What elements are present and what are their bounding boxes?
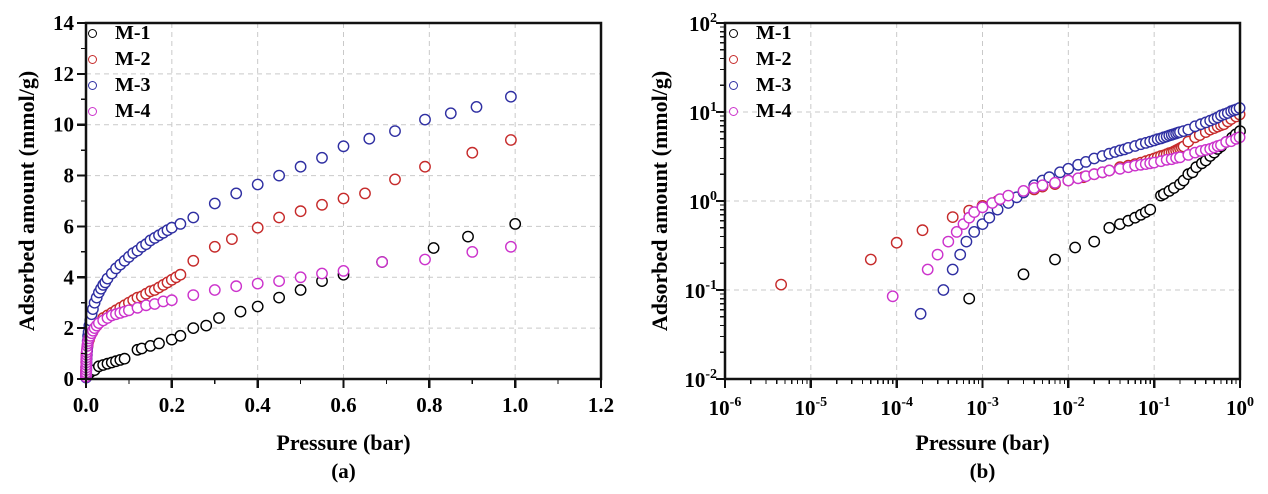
chart-a-series-M-3 (80, 90, 517, 384)
legend-label: M-3 (115, 74, 151, 96)
open-circle-marker-icon (729, 29, 738, 38)
legend-item-m1: M-1 (88, 21, 151, 46)
svg-text:10-4: 10-4 (880, 395, 913, 420)
chart-b-x-axis-title: Pressure (bar) (915, 430, 1050, 455)
svg-text:4: 4 (64, 265, 75, 289)
axis-ticks (716, 21, 1242, 388)
svg-text:14: 14 (53, 11, 75, 35)
legend-item-m3: M-3 (88, 73, 151, 98)
chart-b-y-axis-title: Adsorbed amount (mmol/g) (647, 70, 672, 332)
chart-b-legend: M-1 M-2 M-3 M-4 (729, 21, 792, 124)
legend-item-m3: M-3 (729, 73, 792, 98)
legend-label: M-1 (115, 22, 151, 44)
tick-labels: 0.0 0.2 0.4 0.6 0.8 1.0 1.2 0 2 4 6 8 10 12 14 (53, 11, 614, 417)
svg-text:8: 8 (64, 164, 75, 188)
chart-a-series-M-4 (80, 240, 517, 383)
legend-label: M-4 (115, 100, 151, 122)
legend-item-m4: M-4 (729, 99, 792, 124)
svg-text:1.0: 1.0 (502, 393, 528, 417)
chart-a-x-axis-title: Pressure (bar) (276, 430, 411, 455)
svg-text:0.0: 0.0 (73, 393, 99, 417)
open-circle-marker-icon (729, 107, 738, 116)
chart-b-series-M-3 (914, 102, 1246, 320)
svg-text:10-3: 10-3 (966, 395, 999, 420)
svg-text:10-2: 10-2 (1052, 395, 1085, 420)
svg-text:0.2: 0.2 (159, 393, 185, 417)
open-circle-marker-icon (88, 55, 97, 64)
svg-text:0.6: 0.6 (330, 393, 356, 417)
open-circle-marker-icon (88, 107, 97, 116)
legend-item-m4: M-4 (88, 99, 151, 124)
legend-label: M-3 (756, 74, 792, 96)
chart-a-caption: (a) (331, 459, 356, 483)
svg-text:101: 101 (689, 100, 717, 125)
open-circle-marker-icon (88, 81, 97, 90)
open-circle-marker-icon (729, 81, 738, 90)
svg-text:1.2: 1.2 (588, 393, 614, 417)
gridlines (725, 23, 1240, 379)
svg-text:0.4: 0.4 (245, 393, 272, 417)
svg-text:10-1: 10-1 (684, 278, 717, 303)
chart-a: 0.0 0.2 0.4 0.6 0.8 1.0 1.2 0 2 4 6 8 10 12 14 (53, 11, 614, 417)
open-circle-marker-icon (729, 55, 738, 64)
svg-text:2: 2 (64, 316, 75, 340)
legend-item-m2: M-2 (88, 47, 151, 72)
svg-text:10-1: 10-1 (1138, 395, 1171, 420)
svg-text:10-2: 10-2 (684, 367, 717, 392)
legend-item-m1: M-1 (729, 21, 792, 46)
svg-text:12: 12 (53, 62, 74, 86)
legend-label: M-2 (115, 48, 151, 70)
legend-label: M-2 (756, 48, 792, 70)
svg-text:100: 100 (689, 189, 717, 214)
svg-text:0: 0 (64, 367, 75, 391)
legend-item-m2: M-2 (729, 47, 792, 72)
chart-b-caption: (b) (969, 459, 996, 483)
svg-text:100: 100 (1226, 395, 1254, 420)
svg-text:102: 102 (689, 11, 717, 36)
axis-ticks (77, 21, 603, 388)
svg-text:10-5: 10-5 (794, 395, 827, 420)
chart-a-legend: M-1 M-2 M-3 M-4 (88, 21, 151, 124)
legend-label: M-4 (756, 100, 792, 122)
svg-text:10-6: 10-6 (709, 395, 742, 420)
open-circle-marker-icon (88, 29, 97, 38)
svg-text:10: 10 (53, 113, 74, 137)
legend-label: M-1 (756, 22, 792, 44)
chart-a-y-axis-title: Adsorbed amount (mmol/g) (14, 70, 39, 332)
svg-text:0.8: 0.8 (416, 393, 442, 417)
chart-b-series-M-4 (886, 131, 1246, 303)
svg-text:6: 6 (64, 214, 75, 238)
